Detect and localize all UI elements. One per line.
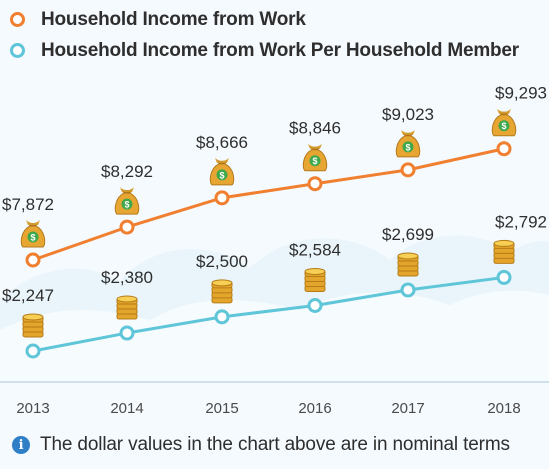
data-label-household-income-2018: $9,293 bbox=[495, 84, 547, 103]
money-bag-icon: $ bbox=[491, 108, 517, 137]
data-label-per-member-2016: $2,584 bbox=[289, 241, 341, 260]
footnote-text: The dollar values in the chart above are… bbox=[40, 434, 510, 455]
legend-item-per-member: Household Income from Work Per Household… bbox=[10, 39, 519, 61]
data-point-per-member-2018 bbox=[496, 269, 512, 285]
info-icon: i bbox=[12, 436, 30, 454]
coin-stack-icon bbox=[22, 313, 44, 338]
svg-text:$: $ bbox=[124, 200, 129, 210]
data-point-per-member-2015 bbox=[214, 309, 230, 325]
data-point-household-income-2017 bbox=[400, 162, 416, 178]
money-bag-icon: $ bbox=[209, 157, 235, 186]
svg-text:$: $ bbox=[501, 121, 506, 131]
series-line-household-income bbox=[31, 147, 506, 262]
data-label-household-income-2013: $7,872 bbox=[2, 195, 54, 214]
data-point-household-income-2015 bbox=[214, 190, 230, 206]
data-label-household-income-2017: $9,023 bbox=[382, 105, 434, 124]
data-label-household-income-2016: $8,846 bbox=[289, 119, 341, 138]
coin-stack-icon bbox=[116, 295, 138, 320]
coin-stack-icon bbox=[211, 279, 233, 304]
legend-label-household-income: Household Income from Work bbox=[41, 9, 306, 30]
money-bag-icon: $ bbox=[302, 143, 328, 172]
money-bag-icon: $ bbox=[114, 187, 140, 215]
data-label-per-member-2013: $2,247 bbox=[2, 286, 54, 305]
coin-stack-icon bbox=[397, 252, 419, 277]
x-tick-label-2014: 2014 bbox=[110, 400, 143, 417]
data-label-household-income-2015: $8,666 bbox=[196, 133, 248, 152]
data-label-per-member-2014: $2,380 bbox=[101, 268, 153, 287]
legend-label-per-member: Household Income from Work Per Household… bbox=[41, 39, 519, 61]
data-label-per-member-2018: $2,792 bbox=[495, 212, 547, 231]
data-point-per-member-2017 bbox=[400, 282, 416, 298]
legend-marker-blue bbox=[10, 43, 25, 59]
x-tick-label-2017: 2017 bbox=[391, 400, 424, 417]
svg-text:$: $ bbox=[30, 233, 35, 243]
footnote: i The dollar values in the chart above a… bbox=[12, 434, 510, 456]
series-line-per-member bbox=[31, 275, 506, 353]
data-label-per-member-2015: $2,500 bbox=[196, 252, 248, 271]
data-point-household-income-2014 bbox=[119, 219, 135, 235]
legend: Household Income from Work Household Inc… bbox=[10, 10, 519, 61]
data-point-per-member-2014 bbox=[119, 325, 135, 341]
coin-stack-icon bbox=[493, 239, 515, 264]
x-tick-label-2015: 2015 bbox=[205, 400, 238, 417]
money-bag-icon: $ bbox=[20, 220, 46, 248]
coin-stack-icon bbox=[304, 268, 326, 293]
data-point-household-income-2018 bbox=[496, 141, 512, 157]
data-point-per-member-2016 bbox=[307, 298, 323, 314]
data-label-per-member-2017: $2,699 bbox=[382, 225, 434, 244]
svg-text:$: $ bbox=[405, 142, 410, 152]
x-tick-label-2018: 2018 bbox=[487, 400, 520, 417]
background-cloud-front bbox=[0, 290, 549, 382]
legend-marker-orange bbox=[10, 12, 25, 28]
data-label-household-income-2014: $8,292 bbox=[101, 162, 153, 181]
data-point-household-income-2013 bbox=[25, 252, 41, 268]
svg-text:$: $ bbox=[219, 170, 224, 180]
data-point-per-member-2013 bbox=[25, 343, 41, 359]
x-tick-label-2013: 2013 bbox=[16, 400, 49, 417]
svg-text:$: $ bbox=[312, 156, 317, 166]
legend-item-household-income: Household Income from Work bbox=[10, 10, 519, 30]
x-tick-label-2016: 2016 bbox=[298, 400, 331, 417]
data-point-household-income-2016 bbox=[307, 176, 323, 192]
money-bag-icon: $ bbox=[395, 129, 421, 158]
